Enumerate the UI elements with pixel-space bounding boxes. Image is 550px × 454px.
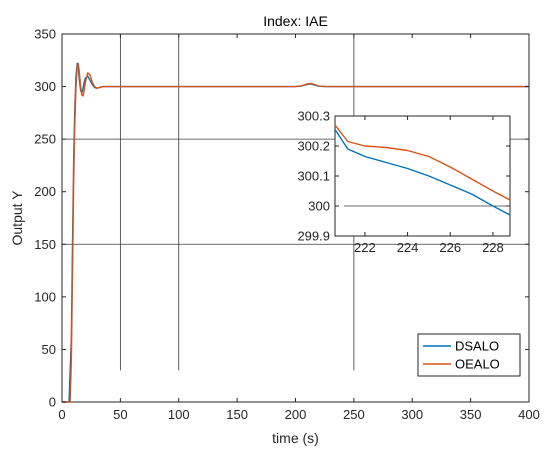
x-tick-label-100: 100	[168, 407, 190, 422]
x-tick-label-0: 0	[58, 407, 65, 422]
y-tick-label-0: 0	[49, 395, 56, 410]
y-tick-label-350: 350	[34, 27, 56, 42]
x-axis-label: time (s)	[272, 430, 319, 446]
inset-y-tick-label-4: 300.3	[297, 109, 330, 124]
legend-box	[417, 333, 521, 377]
y-tick-label-200: 200	[34, 184, 56, 199]
inset-y-tick-label-3: 300.2	[297, 139, 330, 154]
y-tick-label-150: 150	[34, 237, 56, 252]
y-tick-label-250: 250	[34, 132, 56, 147]
x-tick-label-200: 200	[285, 407, 307, 422]
x-tick-label-150: 150	[226, 407, 248, 422]
x-tick-label-250: 250	[343, 407, 365, 422]
chart-title: Index: IAE	[263, 13, 328, 29]
inset-plot-area	[334, 115, 511, 237]
x-tick-label-50: 50	[113, 407, 127, 422]
x-tick-label-400: 400	[518, 407, 540, 422]
legend-label-oealo: OEALO	[455, 357, 500, 372]
x-tick-label-350: 350	[460, 407, 482, 422]
inset-x-tick-label-222: 222	[354, 240, 376, 255]
inset-x-tick-label-228: 228	[482, 240, 504, 255]
inset-y-tick-label-0: 299.9	[297, 229, 330, 244]
y-axis-label: Output Y	[9, 190, 25, 246]
x-tick-label-300: 300	[401, 407, 423, 422]
inset-series-oealo	[334, 124, 511, 201]
legend: DSALO OEALO	[417, 333, 521, 377]
y-tick-label-50: 50	[42, 342, 56, 357]
inset-x-tick-label-226: 226	[439, 240, 461, 255]
inset-y-tick-label-2: 300.1	[297, 169, 330, 184]
main-ticks-group: 0 50 100 150 200 250 300 350 400 0 50 100 150 200 250 3…	[34, 27, 540, 423]
y-tick-label-300: 300	[34, 79, 56, 94]
inset-ticks-group: 222 224 226 228 299.9 300 300.1 300.2 300.3	[297, 109, 510, 255]
main-series-group	[62, 62, 529, 403]
inset-y-tick-label-1: 300	[308, 199, 330, 214]
inset-series-dsalo	[334, 129, 511, 216]
main-series-oealo	[62, 62, 529, 403]
legend-label-dsalo: DSALO	[455, 339, 499, 354]
inset-x-tick-label-224: 224	[397, 240, 419, 255]
y-tick-label-100: 100	[34, 289, 56, 304]
inset-series-group	[334, 124, 511, 216]
